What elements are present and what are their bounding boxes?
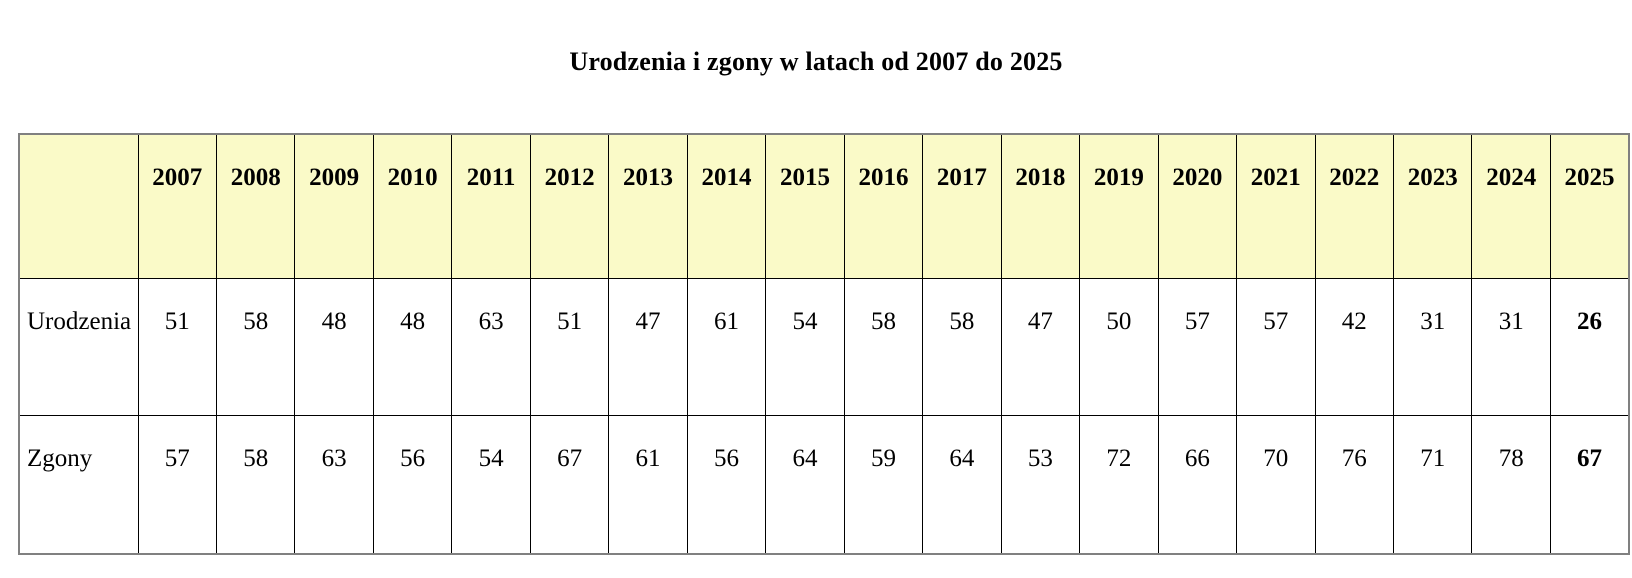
year-header-cell: 2014: [686, 133, 767, 279]
deaths-row-label: Zgony: [18, 414, 139, 555]
deaths-value-cell: 71: [1392, 414, 1473, 555]
year-header-cell: 2013: [608, 133, 688, 279]
births-value-cell: 58: [843, 277, 924, 416]
births-value-cell: 51: [137, 277, 217, 416]
deaths-value-cell: 64: [765, 414, 845, 555]
page-title: Urodzenia i zgony w latach od 2007 do 20…: [569, 47, 1063, 76]
births-value-cell: 58: [215, 277, 296, 416]
births-value-cell: 57: [1236, 277, 1316, 416]
births-row-label: Urodzenia: [18, 277, 139, 416]
year-header-cell: 2012: [529, 133, 610, 279]
deaths-value-cell: 67: [1549, 414, 1630, 555]
deaths-value-cell: 72: [1079, 414, 1159, 555]
year-header-cell: 2018: [1000, 133, 1081, 279]
year-header-cell: 2023: [1392, 133, 1473, 279]
births-value-cell: 48: [294, 277, 374, 416]
births-value-cell: 63: [451, 277, 531, 416]
births-value-cell: 54: [765, 277, 845, 416]
deaths-value-cell: 57: [137, 414, 217, 555]
births-value-cell: 47: [608, 277, 688, 416]
births-value-cell: 47: [1000, 277, 1081, 416]
births-value-cell: 31: [1471, 277, 1551, 416]
year-header-cell: 2011: [451, 133, 531, 279]
births-value-cell: 48: [372, 277, 453, 416]
year-header-cell: 2009: [294, 133, 374, 279]
year-header-cell: 2016: [843, 133, 924, 279]
births-value-cell: 57: [1157, 277, 1238, 416]
year-header-cell: 2010: [372, 133, 453, 279]
births-deaths-table: 2007 2008 2009 2010 2011 2012 2013 2014 …: [18, 133, 1630, 555]
table-row-births: Urodzenia 51 58 48 48 63 51 47 61 54 58 …: [18, 277, 1630, 416]
deaths-value-cell: 53: [1000, 414, 1081, 555]
year-header-cell: 2008: [215, 133, 296, 279]
deaths-value-cell: 76: [1314, 414, 1395, 555]
deaths-value-cell: 56: [686, 414, 767, 555]
year-header-row: 2007 2008 2009 2010 2011 2012 2013 2014 …: [18, 133, 1630, 279]
year-header-cell: 2017: [922, 133, 1002, 279]
year-header-cell: 2015: [765, 133, 845, 279]
deaths-value-cell: 70: [1236, 414, 1316, 555]
births-value-cell: 42: [1314, 277, 1395, 416]
corner-cell: [18, 133, 139, 279]
deaths-value-cell: 59: [843, 414, 924, 555]
deaths-value-cell: 56: [372, 414, 453, 555]
deaths-value-cell: 64: [922, 414, 1002, 555]
deaths-value-cell: 58: [215, 414, 296, 555]
year-header-cell: 2021: [1236, 133, 1316, 279]
births-value-cell: 58: [922, 277, 1002, 416]
deaths-value-cell: 54: [451, 414, 531, 555]
deaths-value-cell: 78: [1471, 414, 1551, 555]
deaths-value-cell: 61: [608, 414, 688, 555]
deaths-value-cell: 66: [1157, 414, 1238, 555]
year-header-cell: 2019: [1079, 133, 1159, 279]
births-value-cell: 26: [1549, 277, 1630, 416]
births-value-cell: 51: [529, 277, 610, 416]
births-value-cell: 61: [686, 277, 767, 416]
deaths-value-cell: 63: [294, 414, 374, 555]
year-header-cell: 2024: [1471, 133, 1551, 279]
table-row-deaths: Zgony 57 58 63 56 54 67 61 56 64 59 64 5…: [18, 414, 1630, 555]
year-header-cell: 2022: [1314, 133, 1395, 279]
year-header-cell: 2020: [1157, 133, 1238, 279]
year-header-cell: 2025: [1549, 133, 1630, 279]
births-value-cell: 50: [1079, 277, 1159, 416]
deaths-value-cell: 67: [529, 414, 610, 555]
year-header-cell: 2007: [137, 133, 217, 279]
births-value-cell: 31: [1392, 277, 1473, 416]
